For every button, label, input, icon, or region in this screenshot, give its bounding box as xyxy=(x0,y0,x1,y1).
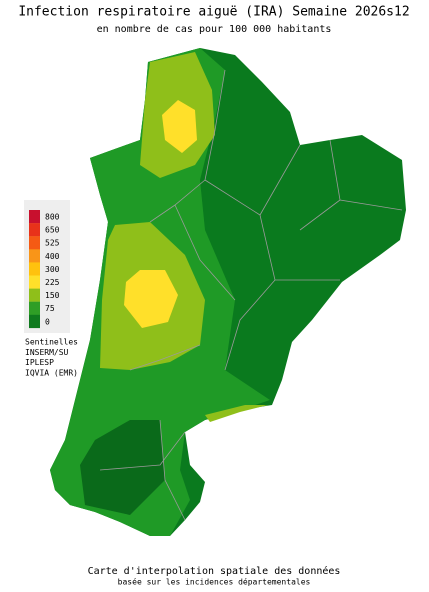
legend-swatch xyxy=(29,236,40,250)
region-map xyxy=(50,48,406,536)
title: Infection respiratoire aiguë (IRA) Semai… xyxy=(18,5,409,20)
yellow-area-north xyxy=(162,100,197,153)
legend-label: 300 xyxy=(45,265,60,274)
source-label: IQVIA (EMR) xyxy=(25,368,78,377)
legend-swatch xyxy=(29,223,40,237)
legend-label: 75 xyxy=(45,304,55,313)
legend-swatch xyxy=(29,275,40,289)
legend-swatch xyxy=(29,249,40,263)
legend-swatch xyxy=(29,262,40,276)
footer-line: basée sur les incidences départementales xyxy=(118,577,311,587)
legend-label: 800 xyxy=(45,213,60,222)
legend-label: 150 xyxy=(45,291,60,300)
footer-line: Carte d'interpolation spatiale des donné… xyxy=(88,565,341,577)
legend-swatch xyxy=(29,314,40,329)
legend-label: 525 xyxy=(45,239,60,248)
source-label: INSERM/SU xyxy=(25,348,69,357)
legend: 800 650 525 400 300 225 150 75 0 xyxy=(29,210,60,329)
subtitle: en nombre de cas pour 100 000 habitants xyxy=(97,24,332,35)
source-label: Sentinelles xyxy=(25,338,78,347)
light-area-south xyxy=(205,405,268,422)
legend-label: 400 xyxy=(45,252,60,261)
legend-label: 0 xyxy=(45,317,50,326)
legend-swatch xyxy=(29,301,40,315)
legend-swatch xyxy=(29,288,40,302)
yellow-area-coast xyxy=(124,270,178,328)
legend-swatch xyxy=(29,210,40,224)
legend-label: 225 xyxy=(45,278,60,287)
source-label: IPLESP xyxy=(25,358,54,367)
legend-label: 650 xyxy=(45,226,60,235)
dark-area-south xyxy=(80,420,165,515)
